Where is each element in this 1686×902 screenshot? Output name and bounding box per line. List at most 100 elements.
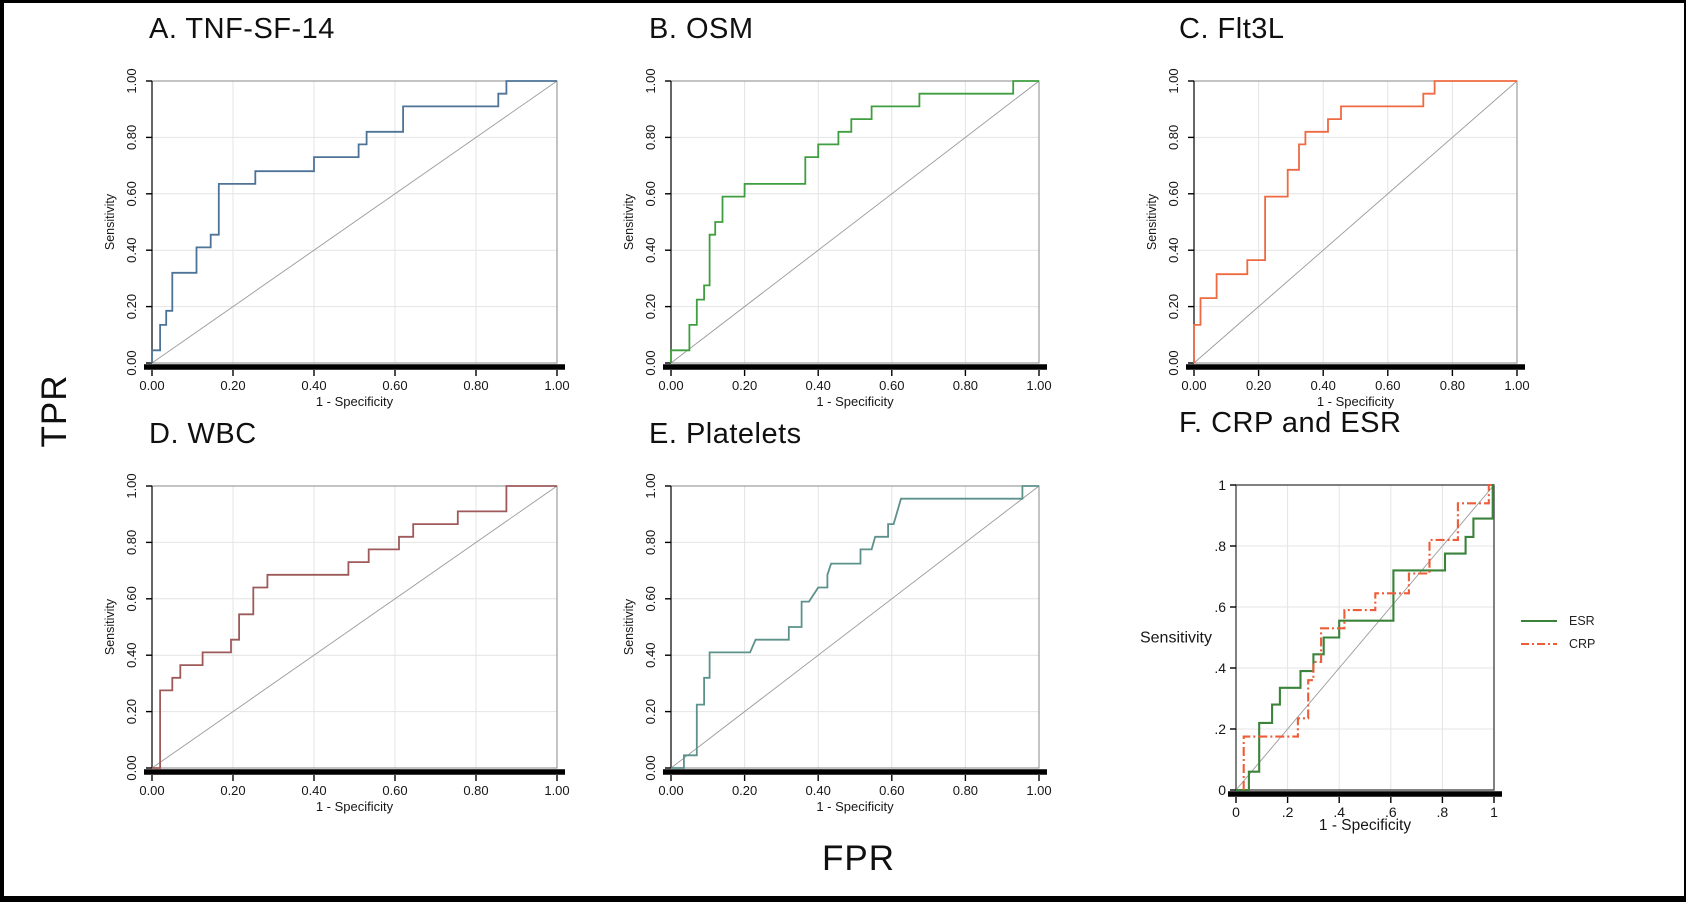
svg-text:1 - Specificity: 1 - Specificity <box>1319 817 1411 834</box>
roc-plot-crp-esr: 00 .2 .2 .4 .4 .6 .6 .8 .8 1 1 Sensitivity 1 - Speci… <box>1140 477 1502 834</box>
svg-text:0.00: 0.00 <box>124 755 139 780</box>
svg-text:0.40: 0.40 <box>1311 378 1336 393</box>
roc-plot-tnf-sf-14: 0.000.00 0.20 0.20 0.40 0.40 0.60 0.60 0.80 0.80… <box>103 68 570 409</box>
svg-text:1 - Specificity: 1 - Specificity <box>816 394 894 409</box>
svg-text:0.40: 0.40 <box>643 238 658 263</box>
svg-text:0.20: 0.20 <box>732 783 757 798</box>
svg-text:1 - Specificity: 1 - Specificity <box>1317 394 1395 409</box>
svg-text:0.80: 0.80 <box>953 378 978 393</box>
svg-text:0.80: 0.80 <box>643 530 658 555</box>
panel-b-osm: B. OSM 0.00 0.00 0.20 0.20 0.40 0.40 0.60 0.60 0… <box>611 11 1081 411</box>
svg-text:0.80: 0.80 <box>463 783 488 798</box>
svg-text:0.20: 0.20 <box>732 378 757 393</box>
svg-text:0.40: 0.40 <box>124 643 139 668</box>
svg-text:0.60: 0.60 <box>1166 181 1181 206</box>
svg-text:0.00: 0.00 <box>1166 350 1181 375</box>
svg-text:1.00: 1.00 <box>1166 68 1181 93</box>
svg-text:.4: .4 <box>1333 804 1345 820</box>
svg-text:0.20: 0.20 <box>124 699 139 724</box>
panel-a-tnf-sf-14: A. TNF-SF-14 0.00 0.00 0.20 0.20 0.40 0.40 0.6… <box>92 11 597 411</box>
svg-text:0.40: 0.40 <box>124 238 139 263</box>
panel-title: E. Platelets <box>649 418 802 450</box>
svg-text:0.60: 0.60 <box>1375 378 1400 393</box>
svg-text:1: 1 <box>1490 804 1498 820</box>
svg-text:0.40: 0.40 <box>806 783 831 798</box>
svg-text:0.80: 0.80 <box>124 125 139 150</box>
svg-text:0.60: 0.60 <box>382 378 407 393</box>
svg-text:1.00: 1.00 <box>643 473 658 498</box>
panel-title: A. TNF-SF-14 <box>149 13 335 45</box>
svg-text:1: 1 <box>1218 477 1226 493</box>
svg-text:0.20: 0.20 <box>643 699 658 724</box>
legend-crp-esr: ESR CRP <box>1519 609 1595 655</box>
svg-text:0.00: 0.00 <box>643 755 658 780</box>
svg-text:Sensitivity: Sensitivity <box>1140 630 1212 647</box>
svg-text:0.60: 0.60 <box>643 586 658 611</box>
svg-text:.2: .2 <box>1282 804 1294 820</box>
svg-text:0.20: 0.20 <box>124 294 139 319</box>
panel-f-crp-esr: F. CRP and ESR 0 0 .2 .2 .4 .4 .6 .6 .8 .8 1 1 Sensi… <box>1140 407 1576 877</box>
svg-text:1 - Specificity: 1 - Specificity <box>316 394 394 409</box>
svg-text:1.00: 1.00 <box>544 783 569 798</box>
svg-text:0.40: 0.40 <box>301 783 326 798</box>
svg-text:Sensitivity: Sensitivity <box>1145 193 1159 250</box>
svg-text:0.00: 0.00 <box>1181 378 1206 393</box>
panel-title: C. Flt3L <box>1179 13 1285 45</box>
svg-text:1 - Specificity: 1 - Specificity <box>316 799 394 814</box>
svg-text:0.40: 0.40 <box>643 643 658 668</box>
svg-text:0.20: 0.20 <box>220 783 245 798</box>
svg-text:0.60: 0.60 <box>879 378 904 393</box>
global-y-axis-label: TPR <box>35 374 74 448</box>
svg-text:.6: .6 <box>1385 804 1397 820</box>
svg-text:0.00: 0.00 <box>658 783 683 798</box>
svg-text:0: 0 <box>1232 804 1240 820</box>
svg-text:1 - Specificity: 1 - Specificity <box>816 799 894 814</box>
svg-text:0.20: 0.20 <box>220 378 245 393</box>
svg-text:1.00: 1.00 <box>544 378 569 393</box>
svg-text:0.60: 0.60 <box>382 783 407 798</box>
svg-text:0.80: 0.80 <box>643 125 658 150</box>
svg-text:.4: .4 <box>1214 660 1226 676</box>
global-x-axis-label: FPR <box>822 839 895 878</box>
svg-text:0.00: 0.00 <box>139 783 164 798</box>
svg-text:0.20: 0.20 <box>1246 378 1271 393</box>
svg-text:.8: .8 <box>1214 538 1226 554</box>
svg-text:1.00: 1.00 <box>1026 783 1051 798</box>
svg-text:1.00: 1.00 <box>124 68 139 93</box>
svg-text:1.00: 1.00 <box>643 68 658 93</box>
svg-text:0.20: 0.20 <box>1166 294 1181 319</box>
svg-text:0.00: 0.00 <box>643 350 658 375</box>
svg-text:1.00: 1.00 <box>124 473 139 498</box>
svg-text:0.40: 0.40 <box>301 378 326 393</box>
panel-title: D. WBC <box>149 418 257 450</box>
crp-line-swatch <box>1521 642 1557 645</box>
svg-text:Sensitivity: Sensitivity <box>622 598 636 655</box>
svg-text:0.80: 0.80 <box>1440 378 1465 393</box>
svg-text:0.00: 0.00 <box>139 378 164 393</box>
svg-text:0.40: 0.40 <box>1166 238 1181 263</box>
panel-c-flt3l: C. Flt3L 0.00 0.00 0.20 0.20 0.40 0.40 0.60 0.6… <box>1134 11 1564 411</box>
svg-text:0.80: 0.80 <box>463 378 488 393</box>
legend-row-crp: CRP <box>1519 632 1595 655</box>
panel-e-platelets: E. Platelets 0.00 0.00 0.20 0.20 0.40 0.40 0.6… <box>611 416 1081 836</box>
svg-text:0.80: 0.80 <box>953 783 978 798</box>
svg-text:.2: .2 <box>1214 721 1226 737</box>
esr-line-swatch <box>1521 619 1557 622</box>
svg-text:Sensitivity: Sensitivity <box>622 193 636 250</box>
svg-text:0.60: 0.60 <box>124 181 139 206</box>
legend-row-esr: ESR <box>1519 609 1595 632</box>
legend-label-esr: ESR <box>1569 613 1595 628</box>
roc-plot-flt3l: 0.000.00 0.20 0.20 0.40 0.40 0.60 0.60 0.80 0.80… <box>1145 68 1530 409</box>
svg-text:.6: .6 <box>1214 599 1226 615</box>
panel-title: B. OSM <box>649 13 754 45</box>
svg-text:Sensitivity: Sensitivity <box>103 193 117 250</box>
roc-plot-osm: 0.000.00 0.20 0.20 0.40 0.40 0.60 0.60 0.80 0.80… <box>622 68 1052 409</box>
svg-text:0.40: 0.40 <box>806 378 831 393</box>
svg-text:0.80: 0.80 <box>1166 125 1181 150</box>
panel-title: F. CRP and ESR <box>1179 407 1402 439</box>
svg-text:0.60: 0.60 <box>879 783 904 798</box>
svg-text:0.00: 0.00 <box>124 350 139 375</box>
roc-plot-platelets: 0.000.00 0.20 0.20 0.40 0.40 0.60 0.60 0.80 0.80… <box>622 473 1052 814</box>
svg-text:0.60: 0.60 <box>643 181 658 206</box>
